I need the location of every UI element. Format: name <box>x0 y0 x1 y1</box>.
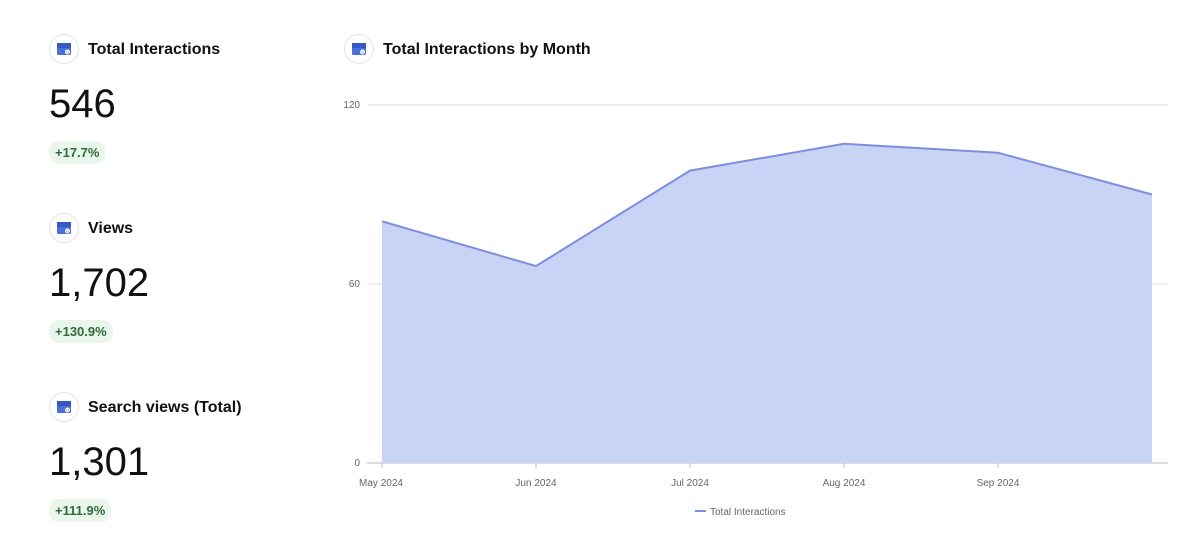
kpi-value: 1,301 <box>49 440 150 484</box>
chart-title: Total Interactions by Month <box>383 41 591 58</box>
x-tick-label: Jul 2024 <box>671 478 709 489</box>
google-business-icon: G <box>49 213 79 243</box>
series-line <box>381 142 1153 268</box>
y-tick-label: 60 <box>349 279 361 290</box>
legend-label: Total Interactions <box>710 507 786 518</box>
google-business-icon: G <box>344 34 374 64</box>
kpi-title: Total Interactions <box>88 41 221 58</box>
kpi-value: 1,702 <box>49 261 150 305</box>
x-tick-label: Aug 2024 <box>823 478 866 489</box>
kpi-change-badge: +111.9% <box>49 499 112 522</box>
google-business-icon: G <box>49 392 79 422</box>
svg-text:G: G <box>66 408 69 413</box>
kpi-title: Views <box>88 220 134 237</box>
x-tick-label: May 2024 <box>359 478 403 489</box>
y-tick-label: 120 <box>343 100 360 111</box>
area-fill <box>382 143 1152 464</box>
svg-text:G: G <box>66 229 69 234</box>
y-tick-label: 0 <box>354 458 360 469</box>
x-tick-label: Jun 2024 <box>515 478 557 489</box>
kpi-change-badge: +17.7% <box>49 141 106 164</box>
google-business-icon: G <box>49 34 79 64</box>
svg-text:G: G <box>361 50 364 55</box>
x-tick-label: Sep 2024 <box>977 478 1020 489</box>
kpi-change-badge: +130.9% <box>49 320 113 343</box>
kpi-title: Search views (Total) <box>88 399 242 416</box>
kpi-value: 546 <box>49 82 116 126</box>
svg-text:G: G <box>66 50 69 55</box>
